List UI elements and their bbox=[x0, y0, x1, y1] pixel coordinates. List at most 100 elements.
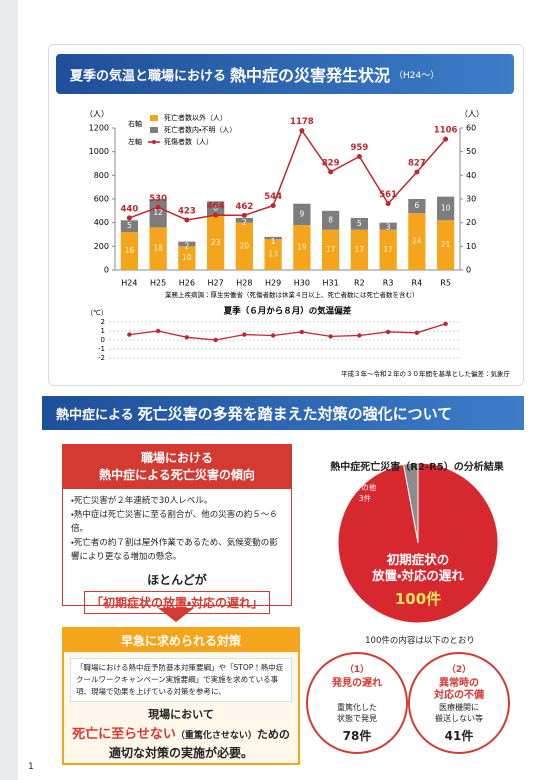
bar-value-label: 18 bbox=[153, 244, 163, 253]
line-point bbox=[184, 217, 190, 223]
bar-value-label: 6 bbox=[414, 201, 419, 210]
pie-title: 熱中症死亡災害（R2-R5）の分析結果 bbox=[330, 462, 504, 473]
line-point bbox=[213, 337, 218, 343]
section-title-emphasis: 死亡災害の多発を踏まえた対策の強化について bbox=[137, 404, 453, 423]
line-point bbox=[443, 136, 449, 142]
y-tick-label: 0 bbox=[104, 266, 109, 275]
bar bbox=[350, 217, 368, 230]
bar-value-label: 2 bbox=[184, 242, 189, 251]
item-number: （2） bbox=[446, 665, 472, 675]
legend-label: 死傷者数（人） bbox=[164, 137, 213, 146]
line-point bbox=[385, 329, 391, 335]
bar-value-label: 17 bbox=[383, 245, 393, 254]
section-title: 熱中症による bbox=[56, 407, 134, 423]
legend-group-label: 右軸 bbox=[128, 119, 142, 128]
measures-emphasis: 死亡に至らせない bbox=[72, 727, 176, 742]
line-point bbox=[213, 212, 219, 218]
bar bbox=[408, 199, 426, 214]
trend-bullets: ・死亡災害が２年連続で30人レベル。 ・熱中症は死亡災害に至る割合が、他の災害の… bbox=[63, 489, 291, 569]
bar-value-label: 10 bbox=[441, 203, 451, 212]
line-series bbox=[129, 323, 446, 341]
line-value-label: 462 bbox=[236, 202, 254, 212]
page-margin bbox=[0, 0, 18, 780]
line-point bbox=[328, 169, 334, 175]
chart-title: 夏季（６月から８月）の気温偏差 bbox=[223, 306, 352, 317]
bar-value-label: 23 bbox=[211, 238, 221, 247]
line-value-label: 561 bbox=[379, 190, 397, 200]
y-tick-label: 2 bbox=[101, 318, 105, 326]
line-point bbox=[356, 154, 362, 160]
trend-box: 職場における 熱中症による死亡災害の傾向 ・死亡災害が２年連続で30人レベル。 … bbox=[62, 444, 292, 614]
bar bbox=[178, 241, 196, 247]
line-point bbox=[443, 321, 448, 326]
x-tick-label: H26 bbox=[179, 279, 195, 288]
bar-value-label: 8 bbox=[328, 215, 333, 224]
header-bar: 夏季の気温と職場における 熱中症の災害発生状況 （H24～） bbox=[56, 54, 514, 94]
bar bbox=[235, 217, 253, 223]
line-value-label: 829 bbox=[322, 158, 340, 168]
line-value-label: 1178 bbox=[290, 117, 314, 127]
breakdown-item: （1） 発見の遅れ 重篤化した 状態で発見 78件 bbox=[306, 652, 408, 754]
y2-tick-label: 40 bbox=[466, 171, 476, 180]
legend-group-label: 左軸 bbox=[128, 137, 142, 146]
chart-note: 平成３年～令和２年の３０年間を基準とした偏差：気象庁 bbox=[341, 369, 511, 378]
pie-value-label: 100件 bbox=[394, 590, 442, 608]
line-value-label: 464 bbox=[207, 202, 225, 212]
bullet: ・熱中症は死亡災害に至る割合が、他の災害の約５～６倍。 bbox=[71, 510, 278, 534]
arrow bbox=[158, 608, 194, 622]
y2-tick-label: 60 bbox=[466, 124, 476, 133]
item-description: 重篤化した 状態で発見 bbox=[337, 703, 377, 723]
bar-value-label: 2 bbox=[242, 218, 247, 227]
y-tick-label: -1 bbox=[98, 345, 105, 353]
bar-value-label: 17 bbox=[355, 245, 365, 254]
legend-swatch bbox=[152, 140, 156, 144]
pie-slice bbox=[337, 462, 499, 624]
measures-emphasis-rest: ための bbox=[256, 728, 290, 741]
line-point bbox=[155, 328, 161, 334]
y-tick-label: 0 bbox=[101, 336, 105, 344]
line-point bbox=[328, 334, 333, 339]
x-tick-label: H31 bbox=[323, 279, 339, 288]
breakdown-caption: 100件の内容は以下のとおり bbox=[365, 636, 475, 646]
measures-last: 適切な対策の実施が必要。 bbox=[108, 746, 253, 760]
bar-value-label: 1 bbox=[271, 237, 276, 246]
x-tick-label: R2 bbox=[354, 279, 365, 288]
section-banner: 熱中症による 死亡災害の多発を踏まえた対策の強化について bbox=[42, 396, 524, 430]
bar-value-label: 17 bbox=[326, 245, 336, 254]
bar bbox=[350, 229, 368, 270]
bar bbox=[293, 203, 311, 226]
item-count: 41件 bbox=[444, 729, 474, 743]
bar-value-label: 3 bbox=[386, 223, 391, 232]
legend-swatch bbox=[150, 127, 158, 133]
legend-label: 死亡者数以外（人） bbox=[164, 113, 227, 122]
page-number: 1 bbox=[28, 762, 34, 772]
bar-value-label: 10 bbox=[182, 253, 192, 262]
measures-lead: 現場において bbox=[148, 708, 214, 721]
y-tick-label: 1 bbox=[101, 327, 105, 335]
pie-category: その他 bbox=[353, 483, 377, 492]
x-tick-label: R3 bbox=[383, 279, 394, 288]
bar-value-label: 24 bbox=[412, 237, 422, 246]
header-title-suffix: （H24～） bbox=[394, 70, 440, 81]
line-point bbox=[270, 203, 276, 209]
y2-tick-label: 0 bbox=[466, 266, 471, 275]
bar-value-label: 5 bbox=[357, 219, 362, 228]
legend-swatch bbox=[150, 115, 158, 121]
y2-tick-label: 20 bbox=[466, 218, 476, 227]
bar bbox=[379, 222, 397, 230]
line-value-label: 827 bbox=[408, 159, 426, 169]
line-point bbox=[299, 329, 305, 335]
bar bbox=[120, 220, 138, 233]
trend-title: 職場における bbox=[140, 451, 213, 465]
line-point bbox=[414, 169, 420, 175]
line-point bbox=[299, 128, 305, 134]
bar bbox=[322, 229, 340, 270]
bar bbox=[437, 220, 455, 270]
measures-box: 早急に求められる対策 「職場における熱中症予防基本対策要綱」や「STOP！熱中症… bbox=[62, 627, 300, 765]
line-point bbox=[155, 204, 161, 210]
y-axis-label: （人） bbox=[85, 110, 109, 119]
item-count: 78件 bbox=[342, 729, 372, 743]
y2-tick-label: 10 bbox=[466, 242, 476, 251]
